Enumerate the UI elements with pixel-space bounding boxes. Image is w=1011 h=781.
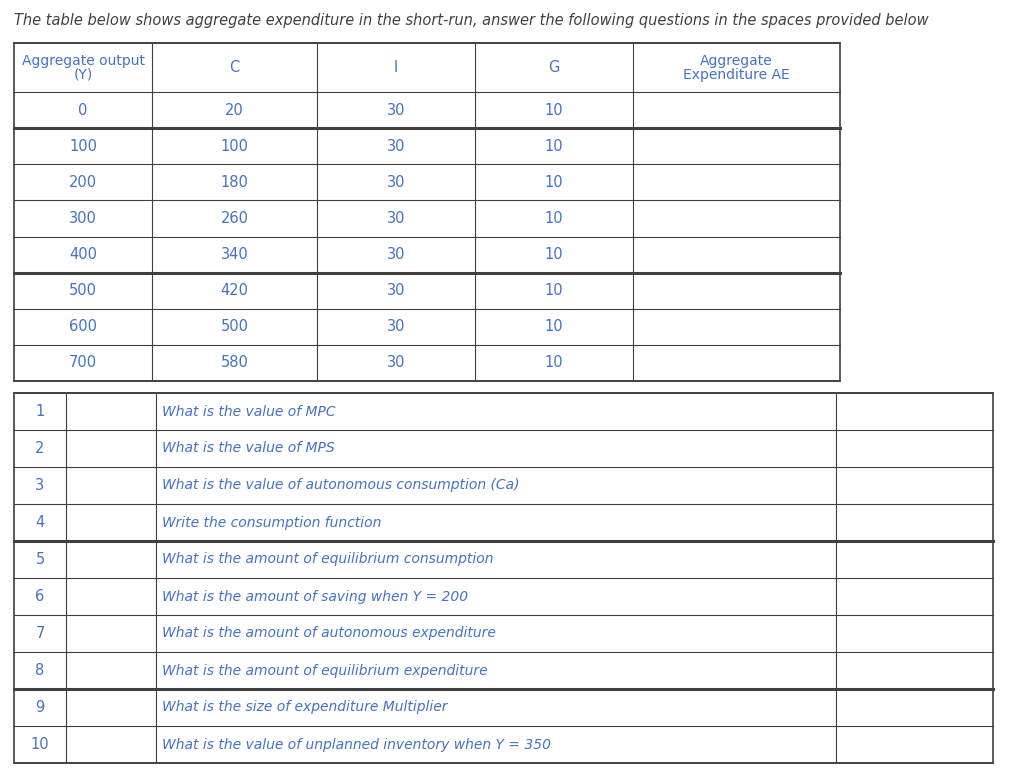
Text: 30: 30	[387, 211, 405, 226]
Text: 700: 700	[69, 355, 97, 370]
Text: 10: 10	[545, 319, 563, 334]
Text: 180: 180	[220, 175, 249, 190]
Text: What is the amount of equilibrium expenditure: What is the amount of equilibrium expend…	[162, 664, 487, 677]
Text: 340: 340	[220, 247, 249, 262]
Text: G: G	[548, 60, 560, 75]
Text: 30: 30	[387, 284, 405, 298]
Text: 260: 260	[220, 211, 249, 226]
Text: 500: 500	[69, 284, 97, 298]
Text: 6: 6	[35, 589, 44, 604]
Bar	[14, 43, 840, 381]
Text: What is the amount of equilibrium consumption: What is the amount of equilibrium consum…	[162, 552, 493, 566]
Text: 2: 2	[35, 441, 44, 456]
Text: 30: 30	[387, 319, 405, 334]
Text: 7: 7	[35, 626, 44, 641]
Text: What is the value of MPC: What is the value of MPC	[162, 405, 336, 419]
Text: 10: 10	[545, 247, 563, 262]
Text: 30: 30	[387, 139, 405, 154]
Text: 9: 9	[35, 700, 44, 715]
Text: 10: 10	[545, 102, 563, 118]
Text: 420: 420	[220, 284, 249, 298]
Text: Aggregate output: Aggregate output	[21, 54, 145, 67]
Text: What is the value of unplanned inventory when Y = 350: What is the value of unplanned inventory…	[162, 737, 551, 751]
Text: What is the value of autonomous consumption (Ca): What is the value of autonomous consumpt…	[162, 479, 520, 493]
Text: 400: 400	[69, 247, 97, 262]
Text: 1: 1	[35, 404, 44, 419]
Text: 20: 20	[225, 102, 244, 118]
Text: 100: 100	[69, 139, 97, 154]
Text: 600: 600	[69, 319, 97, 334]
Text: 10: 10	[545, 211, 563, 226]
Text: Write the consumption function: Write the consumption function	[162, 515, 381, 530]
Text: 10: 10	[545, 284, 563, 298]
Text: What is the value of MPS: What is the value of MPS	[162, 441, 335, 455]
Text: 10: 10	[545, 355, 563, 370]
Text: The table below shows aggregate expenditure in the short-run, answer the followi: The table below shows aggregate expendit…	[14, 13, 929, 28]
Text: 500: 500	[220, 319, 249, 334]
Text: What is the size of expenditure Multiplier: What is the size of expenditure Multipli…	[162, 701, 448, 715]
Text: 4: 4	[35, 515, 44, 530]
Text: 100: 100	[220, 139, 249, 154]
Text: 30: 30	[387, 102, 405, 118]
Text: I: I	[394, 60, 398, 75]
Text: C: C	[229, 60, 240, 75]
Text: 3: 3	[35, 478, 44, 493]
Text: 580: 580	[220, 355, 249, 370]
Text: 30: 30	[387, 355, 405, 370]
Text: 300: 300	[69, 211, 97, 226]
Text: 10: 10	[545, 139, 563, 154]
Bar	[14, 393, 993, 763]
Text: What is the amount of saving when Y = 200: What is the amount of saving when Y = 20…	[162, 590, 468, 604]
Text: 30: 30	[387, 247, 405, 262]
Text: 10: 10	[30, 737, 50, 752]
Text: 30: 30	[387, 175, 405, 190]
Text: 0: 0	[78, 102, 88, 118]
Text: 200: 200	[69, 175, 97, 190]
Text: 5: 5	[35, 552, 44, 567]
Text: Expenditure AE: Expenditure AE	[683, 67, 790, 81]
Text: Aggregate: Aggregate	[701, 54, 772, 67]
Text: 8: 8	[35, 663, 44, 678]
Text: 10: 10	[545, 175, 563, 190]
Text: (Y): (Y)	[74, 67, 93, 81]
Text: What is the amount of autonomous expenditure: What is the amount of autonomous expendi…	[162, 626, 495, 640]
